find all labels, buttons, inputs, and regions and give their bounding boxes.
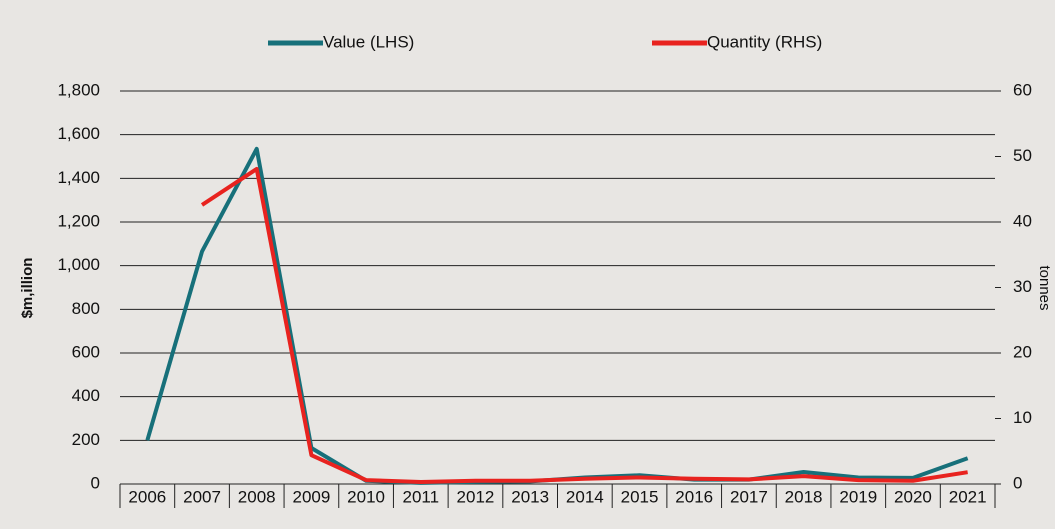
x-tick-label: 2021 <box>949 487 987 506</box>
y-tick-label: 1,600 <box>57 124 100 143</box>
y2-axis-label: tonnes <box>1036 265 1053 310</box>
x-tick-label: 2011 <box>403 487 440 506</box>
y-tick-label: 600 <box>72 342 100 361</box>
y-tick-label: 1,800 <box>57 80 100 99</box>
x-tick-label: 2016 <box>675 487 713 506</box>
y2-tick-label: 0 <box>1013 473 1022 492</box>
x-tick-label: 2015 <box>621 487 659 506</box>
y2-tick-label: 20 <box>1013 342 1032 361</box>
legend-label: Value (LHS) <box>323 32 414 51</box>
y-tick-label: 0 <box>91 473 100 492</box>
y-tick-label: 1,400 <box>57 168 100 187</box>
y-axis-label: $m,illion <box>19 258 36 319</box>
x-tick-label: 2006 <box>128 487 166 506</box>
y2-tick-label: 10 <box>1013 408 1032 427</box>
y2-tick-label: 60 <box>1013 80 1032 99</box>
y2-tick-label: 40 <box>1013 211 1032 230</box>
x-tick-label: 2010 <box>347 487 385 506</box>
series-line <box>145 146 969 485</box>
y2-tick-label: 50 <box>1013 146 1032 165</box>
x-tick-label: 2012 <box>457 487 495 506</box>
y-tick-label: 800 <box>72 299 100 318</box>
x-tick-label: 2013 <box>511 487 549 506</box>
y-tick-label: 400 <box>72 386 100 405</box>
x-tick-label: 2014 <box>566 487 604 506</box>
x-tick-label: 2017 <box>730 487 768 506</box>
x-tick-label: 2009 <box>292 487 330 506</box>
x-tick-label: 2020 <box>894 487 932 506</box>
y-tick-label: 200 <box>72 430 100 449</box>
x-tick-label: 2018 <box>785 487 823 506</box>
series-line <box>200 166 968 485</box>
y2-tick-label: 30 <box>1013 277 1032 296</box>
x-tick-label: 2019 <box>839 487 877 506</box>
x-tick-label: 2008 <box>238 487 276 506</box>
y-tick-label: 1,000 <box>57 255 100 274</box>
y-tick-label: 1,200 <box>57 211 100 230</box>
legend-label: Quantity (RHS) <box>707 32 822 51</box>
x-tick-label: 2007 <box>183 487 221 506</box>
